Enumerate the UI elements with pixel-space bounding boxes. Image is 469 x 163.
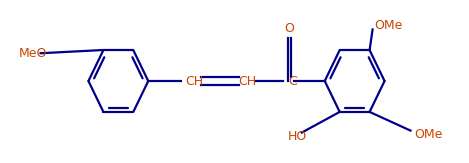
Text: MeO: MeO <box>19 47 47 60</box>
Text: C: C <box>288 74 296 88</box>
Text: CH: CH <box>185 74 203 88</box>
Text: O: O <box>284 22 294 35</box>
Text: CH: CH <box>238 74 256 88</box>
Text: HO: HO <box>288 130 307 143</box>
Text: OMe: OMe <box>415 128 443 141</box>
Text: OMe: OMe <box>375 19 403 32</box>
